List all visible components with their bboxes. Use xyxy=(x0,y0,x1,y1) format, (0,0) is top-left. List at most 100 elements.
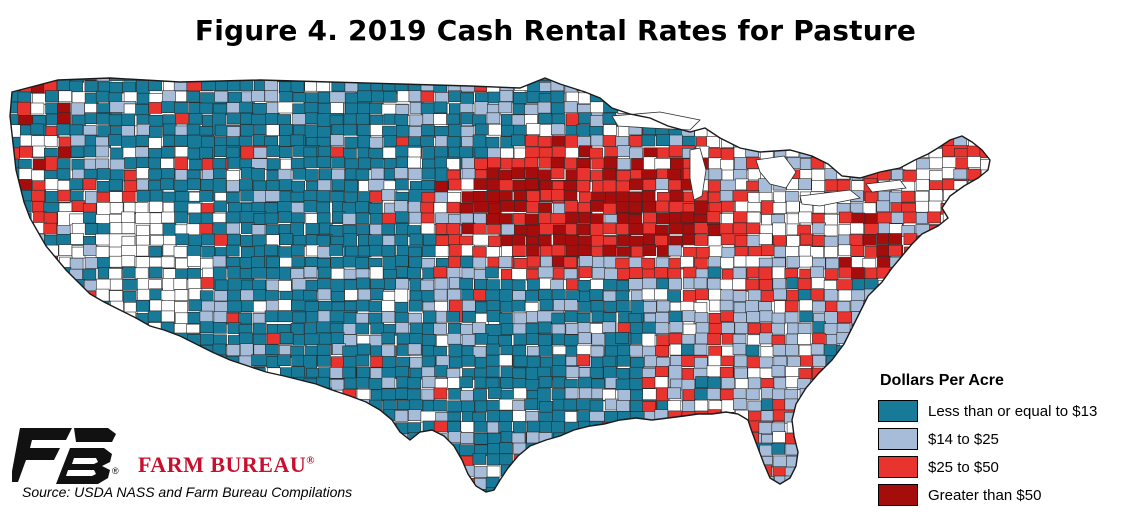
county xyxy=(838,257,853,269)
county xyxy=(526,355,541,368)
county xyxy=(603,124,617,136)
county xyxy=(109,191,123,203)
county xyxy=(19,134,34,147)
county xyxy=(124,180,138,192)
county xyxy=(771,443,786,455)
county xyxy=(733,222,747,235)
county xyxy=(811,277,825,289)
county xyxy=(160,256,175,269)
county xyxy=(602,167,616,180)
county xyxy=(707,278,722,290)
county xyxy=(355,377,370,389)
county xyxy=(799,255,813,268)
county xyxy=(149,201,163,213)
county xyxy=(95,78,110,82)
county xyxy=(630,245,645,258)
county xyxy=(551,135,566,148)
county xyxy=(552,354,566,366)
county xyxy=(602,388,616,401)
county xyxy=(239,268,254,280)
county xyxy=(602,355,617,368)
county xyxy=(694,234,708,246)
county xyxy=(43,222,58,235)
county xyxy=(84,80,99,93)
county xyxy=(824,246,838,258)
county xyxy=(955,157,970,170)
source-note: Source: USDA NASS and Farm Bureau Compil… xyxy=(22,484,353,500)
logo-registered-mark: ® xyxy=(112,466,119,476)
county xyxy=(915,179,930,191)
county xyxy=(149,125,163,138)
farm-bureau-brand-name: FARM BUREAU® xyxy=(138,452,315,478)
county xyxy=(551,388,566,401)
county xyxy=(773,245,788,258)
county xyxy=(526,201,540,213)
county xyxy=(43,212,58,224)
county xyxy=(69,124,84,137)
county xyxy=(810,343,825,356)
county xyxy=(551,145,566,158)
county xyxy=(149,299,164,312)
county xyxy=(473,178,488,190)
county xyxy=(877,256,891,268)
county xyxy=(734,378,749,390)
county xyxy=(213,321,227,334)
county xyxy=(265,224,280,237)
county xyxy=(434,245,449,257)
county xyxy=(706,136,720,148)
county xyxy=(747,289,762,302)
county xyxy=(108,179,123,191)
county xyxy=(331,291,345,303)
county xyxy=(851,180,865,192)
county xyxy=(591,267,606,279)
county xyxy=(421,290,436,302)
county xyxy=(812,355,827,367)
county xyxy=(485,136,500,149)
county xyxy=(747,322,762,335)
county xyxy=(681,343,695,356)
county xyxy=(252,312,267,325)
county xyxy=(474,146,489,159)
county xyxy=(604,268,619,280)
county xyxy=(213,200,228,213)
county xyxy=(447,421,461,433)
county xyxy=(721,246,736,259)
county xyxy=(759,332,773,345)
county xyxy=(589,323,604,335)
county xyxy=(616,158,631,170)
county xyxy=(771,312,786,325)
county xyxy=(421,388,436,401)
county xyxy=(628,201,643,214)
county xyxy=(121,255,136,267)
county xyxy=(174,102,188,114)
county xyxy=(525,322,540,335)
county xyxy=(83,244,97,256)
county xyxy=(708,288,722,301)
county xyxy=(343,312,358,325)
county xyxy=(797,277,812,290)
county xyxy=(420,201,434,214)
county xyxy=(527,278,541,291)
county xyxy=(695,322,710,334)
county xyxy=(682,389,697,401)
county xyxy=(381,189,396,201)
county xyxy=(499,190,513,202)
county xyxy=(108,134,122,146)
legend-label-high: Greater than $50 xyxy=(928,486,1042,504)
map-title: Figure 4. 2019 Cash Rental Rates for Pas… xyxy=(194,14,917,47)
county xyxy=(669,134,683,147)
county xyxy=(408,246,422,259)
county xyxy=(498,354,513,367)
county xyxy=(797,289,812,301)
legend-swatch-high xyxy=(878,484,918,506)
county xyxy=(695,376,709,388)
county xyxy=(433,322,447,335)
county xyxy=(330,102,344,114)
county xyxy=(381,300,396,312)
county xyxy=(864,191,879,204)
county xyxy=(589,366,604,379)
county xyxy=(721,321,735,334)
county xyxy=(123,170,138,182)
county xyxy=(500,147,514,160)
county xyxy=(512,400,526,412)
